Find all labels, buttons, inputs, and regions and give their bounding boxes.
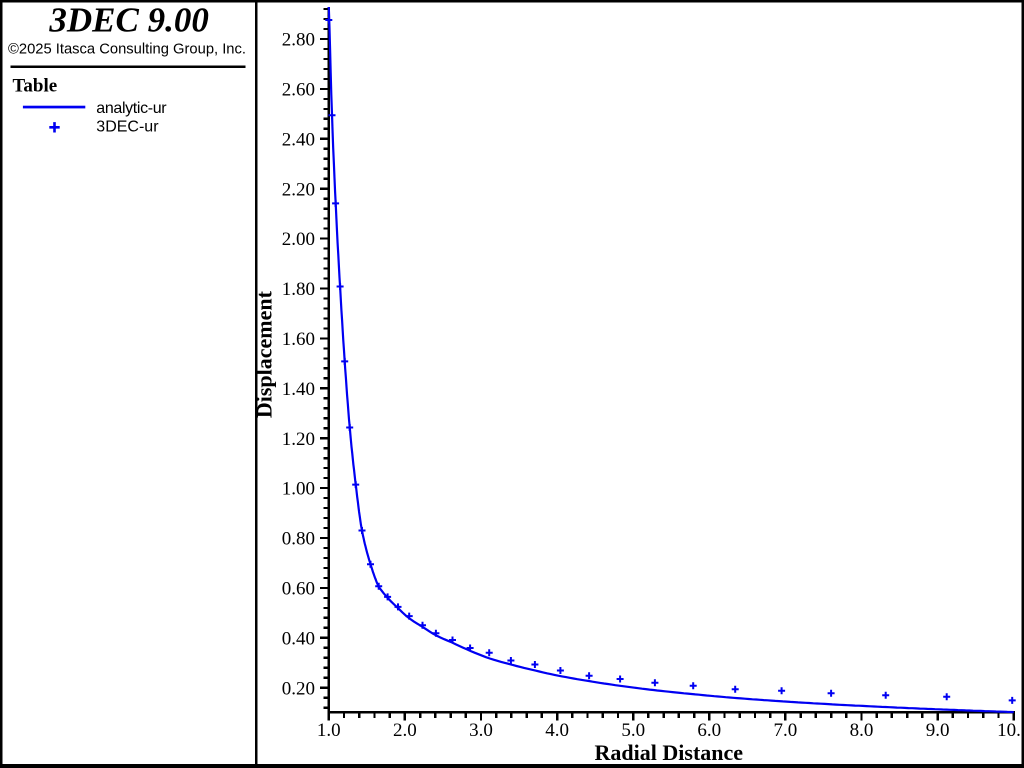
svg-text:2.00: 2.00 [282,229,315,250]
svg-text:2.0: 2.0 [393,720,417,741]
svg-text:2.80: 2.80 [282,30,315,51]
svg-text:1.0: 1.0 [317,720,341,741]
svg-text:Table: Table [13,75,58,96]
svg-text:5.0: 5.0 [621,720,645,741]
svg-text:8.0: 8.0 [850,720,874,741]
svg-text:Radial Distance: Radial Distance [595,740,744,765]
svg-text:6.0: 6.0 [697,720,721,741]
svg-text:1.60: 1.60 [282,329,315,350]
svg-text:1.00: 1.00 [282,479,315,500]
svg-text:0.80: 0.80 [282,529,315,550]
svg-text:0.20: 0.20 [282,678,315,699]
svg-text:2.20: 2.20 [282,179,315,200]
svg-text:©2025 Itasca Consulting Group,: ©2025 Itasca Consulting Group, Inc. [8,42,246,58]
svg-text:0.60: 0.60 [282,579,315,600]
svg-text:1.80: 1.80 [282,279,315,300]
svg-text:7.0: 7.0 [774,720,798,741]
svg-text:0.40: 0.40 [282,628,315,649]
svg-text:2.40: 2.40 [282,129,315,150]
svg-text:9.0: 9.0 [926,720,950,741]
svg-text:10.0: 10.0 [997,720,1024,741]
svg-text:Displacement: Displacement [252,290,277,418]
svg-text:analytic-ur: analytic-ur [96,100,167,117]
svg-text:1.40: 1.40 [282,379,315,400]
svg-text:4.0: 4.0 [545,720,569,741]
svg-text:3DEC 9.00: 3DEC 9.00 [48,1,208,40]
svg-text:3DEC-ur: 3DEC-ur [96,119,159,136]
svg-text:1.20: 1.20 [282,429,315,450]
svg-text:2.60: 2.60 [282,80,315,101]
svg-text:3.0: 3.0 [469,720,493,741]
